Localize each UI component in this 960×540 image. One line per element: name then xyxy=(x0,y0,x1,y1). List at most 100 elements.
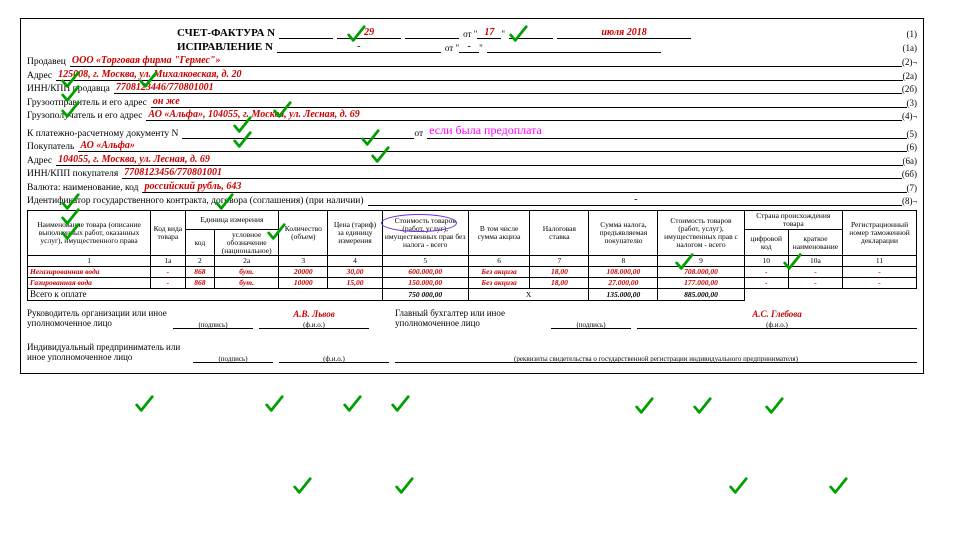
pay-ot: от xyxy=(414,129,423,139)
blank xyxy=(405,38,459,39)
th-u1: код xyxy=(185,229,215,256)
rn-6a: (6а) xyxy=(903,156,918,166)
th-decl: Регистрационный номер таможенной деклара… xyxy=(843,211,917,256)
head-sign: (подпись) xyxy=(173,309,253,329)
doc-day: 17 xyxy=(477,27,501,39)
row-num-1a: (1а) xyxy=(903,43,918,53)
title-row-2: ИСПРАВЛЕНИЕ N - от " - " (1а) xyxy=(177,41,917,53)
rn-6: (6) xyxy=(907,142,918,152)
signature-block-1: Руководитель организации или иное уполно… xyxy=(27,309,917,329)
quote: " xyxy=(501,29,505,39)
checkmark-icon xyxy=(231,129,253,151)
row-id: Идентификатор государственного контракта… xyxy=(27,194,917,206)
checkmark-icon xyxy=(781,251,803,273)
checkmark-icon xyxy=(271,99,293,121)
rn-5: (5) xyxy=(907,129,918,139)
th-name: Наименование товара (описание выполненны… xyxy=(28,211,151,256)
ip-req: (реквизиты свидетельства о государственн… xyxy=(395,343,917,363)
rn-8: (8) xyxy=(902,196,913,206)
recv-label: Грузополучатель и его адрес xyxy=(27,111,142,121)
head-fio: А.В. Львов(ф.и.о.) xyxy=(259,309,369,329)
th-price: Цена (тариф) за единицу измерения xyxy=(328,211,382,256)
blank xyxy=(279,38,333,39)
rn-4: (4) xyxy=(902,111,913,121)
row-ship: Грузоотправитель и его адрес он же (3) xyxy=(27,96,917,108)
checkmark-icon xyxy=(369,144,391,166)
ship-value: он же xyxy=(151,96,907,108)
checkmark-icon xyxy=(133,393,155,415)
cur-label: Валюта: наименование, код xyxy=(27,183,138,193)
addr2-label: Адрес xyxy=(27,156,52,166)
checkmark-icon xyxy=(691,395,713,417)
th-code: Код вида товара xyxy=(151,211,185,256)
checkmark-icon xyxy=(345,23,367,45)
table-row: Газированная вода - 868 бут. 10000 15,00… xyxy=(28,278,917,289)
inn2-value: 7708123456/770801001 xyxy=(122,167,902,179)
row-num-1: (1) xyxy=(907,29,918,39)
checkmark-icon xyxy=(265,221,287,243)
th-acz: В том числе сумма акциза xyxy=(468,211,530,256)
ship-label: Грузоотправитель и его адрес xyxy=(27,98,147,108)
th-rate: Налоговая ставка xyxy=(530,211,589,256)
row-seller: Продавец ООО «Торговая фирма "Гермес"» (… xyxy=(27,55,917,67)
corr-dash: - xyxy=(459,41,479,53)
invoice-page: СЧЕТ-ФАКТУРА N 29 от " 17 " июля 2018 (1… xyxy=(20,18,924,374)
addr-value: 125008, г. Москва, ул. Михалковская, д. … xyxy=(56,69,902,81)
addr2-value: 104055, г. Москва, ул. Лесная, д. 69 xyxy=(56,154,902,166)
corr-label: ИСПРАВЛЕНИЕ N xyxy=(177,41,273,53)
id-value: - xyxy=(368,194,902,206)
checkmark-icon xyxy=(59,221,81,243)
checkmark-icon xyxy=(341,393,363,415)
checkmark-icon xyxy=(763,395,785,417)
checkmark-icon xyxy=(507,23,529,45)
th-cost: Стоимость товаров (работ, услуг), имущес… xyxy=(382,211,468,256)
checkmark-icon xyxy=(137,69,159,91)
acc-fio: А.С. Глебова(ф.и.о.) xyxy=(637,309,917,329)
checkmark-icon xyxy=(263,393,285,415)
title-row-1: СЧЕТ-ФАКТУРА N 29 от " 17 " июля 2018 (1… xyxy=(177,27,917,39)
seller-label: Продавец xyxy=(27,57,66,67)
addr-label: Адрес xyxy=(27,71,52,81)
recv-value: АО «Альфа», 104055, г. Москва, ул. Лесна… xyxy=(146,109,902,121)
row-buyer: Покупатель АО «Альфа» (6) xyxy=(27,140,917,152)
buyer-label: Покупатель xyxy=(27,142,74,152)
checkmark-icon xyxy=(291,475,313,497)
pay-label: К платежно-расчетному документу N xyxy=(27,129,178,139)
rn-6b: (6б) xyxy=(902,169,917,179)
doc-month-year: июля 2018 xyxy=(557,27,691,39)
buyer-value: АО «Альфа» xyxy=(78,140,906,152)
ot-label: от " xyxy=(463,29,477,39)
th-country-g: Страна происхождения товара xyxy=(744,211,842,230)
rn-2: (2) xyxy=(902,57,913,67)
ot2: от " xyxy=(445,43,459,53)
ip-label: Индивидуальный предприниматель или иное … xyxy=(27,343,187,363)
quote2: " xyxy=(479,43,483,53)
ip-sign: (подпись) xyxy=(193,343,273,363)
row-cur: Валюта: наименование, код российский руб… xyxy=(27,181,917,193)
corr-rest xyxy=(487,52,661,53)
checkmark-icon xyxy=(633,395,655,417)
total-row: Всего к оплате 750 000,00 X 135.000,00 8… xyxy=(28,289,917,301)
rn-2b: (2б) xyxy=(902,84,917,94)
pay-note: если была предоплата xyxy=(429,123,542,137)
ip-fio: (ф.и.о.) xyxy=(279,343,389,363)
row-recv: Грузополучатель и его адрес АО «Альфа», … xyxy=(27,109,917,121)
seller-value: ООО «Торговая фирма "Гермес"» xyxy=(70,55,902,67)
checkmark-icon xyxy=(673,251,695,273)
checkmark-icon xyxy=(727,475,749,497)
th-tax: Сумма налога, предъявляемая покупателю xyxy=(589,211,658,256)
row-pay: К платежно-расчетному документу N от есл… xyxy=(27,123,917,139)
inn2-label: ИНН/КПП покупателя xyxy=(27,169,118,179)
rn-2a: (2а) xyxy=(903,71,918,81)
row-inn2: ИНН/КПП покупателя 7708123456/770801001 … xyxy=(27,167,917,179)
rn-7: (7) xyxy=(907,183,918,193)
acc-sign: (подпись) xyxy=(551,309,631,329)
checkmark-icon xyxy=(389,393,411,415)
inn1-value: 7708123446/770801001 xyxy=(114,82,902,94)
checkmark-icon xyxy=(59,99,81,121)
row-addr2: Адрес 104055, г. Москва, ул. Лесная, д. … xyxy=(27,154,917,166)
doc-label: СЧЕТ-ФАКТУРА N xyxy=(177,27,275,39)
checkmark-icon xyxy=(827,475,849,497)
checkmark-icon xyxy=(213,191,235,213)
cur-value: российский рубль, 643 xyxy=(142,181,906,193)
